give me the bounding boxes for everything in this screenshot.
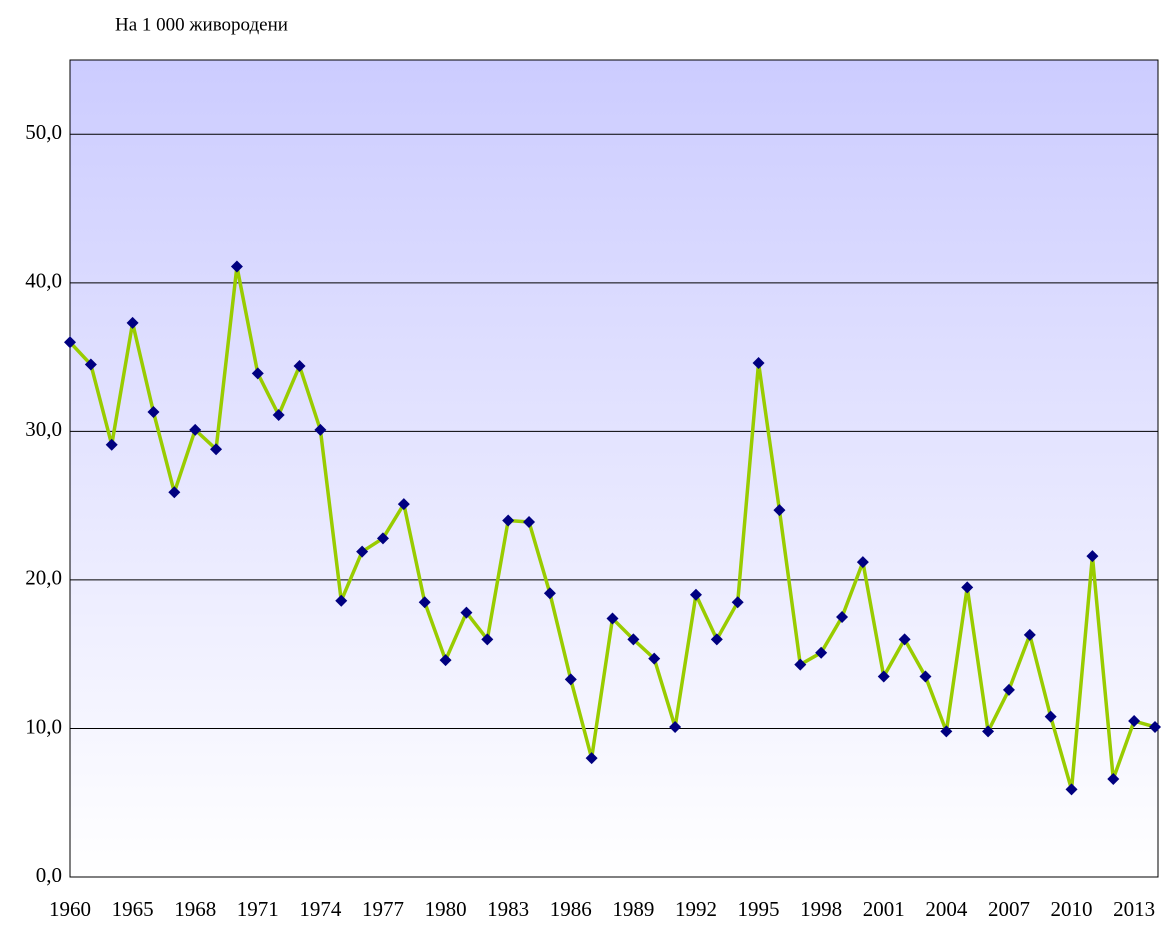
marker [210, 443, 223, 456]
marker [1128, 715, 1141, 728]
x-tick-label: 1980 [425, 897, 467, 921]
marker [543, 587, 556, 600]
x-tick-label: 2010 [1051, 897, 1093, 921]
x-tick-label: 1986 [550, 897, 592, 921]
x-tick-label: 1960 [49, 897, 91, 921]
marker [376, 532, 389, 545]
marker [585, 752, 598, 765]
y-tick-label: 50,0 [25, 120, 62, 144]
marker [1086, 550, 1099, 563]
marker [961, 581, 974, 594]
marker [1044, 710, 1057, 723]
marker [982, 725, 995, 738]
marker [502, 514, 515, 527]
marker [752, 357, 765, 370]
x-tick-label: 1977 [362, 897, 404, 921]
marker [523, 515, 536, 528]
marker [689, 588, 702, 601]
x-tick-label: 1971 [237, 897, 279, 921]
x-tick-label: 1968 [174, 897, 216, 921]
x-tick-label: 2007 [988, 897, 1030, 921]
x-tick-label: 1992 [675, 897, 717, 921]
marker [731, 596, 744, 609]
marker [272, 409, 285, 422]
y-tick-label: 10,0 [25, 714, 62, 738]
marker [397, 498, 410, 511]
marker [460, 606, 473, 619]
marker [606, 612, 619, 625]
marker [1149, 720, 1161, 733]
marker [856, 556, 869, 569]
marker [710, 633, 723, 646]
marker [356, 545, 369, 558]
axis-label: На 1 000 живородени [115, 14, 288, 35]
marker [168, 486, 181, 499]
y-tick-label: 0,0 [36, 863, 62, 887]
x-tick-label: 1998 [800, 897, 842, 921]
marker [940, 725, 953, 738]
x-tick-label: 2013 [1113, 897, 1155, 921]
y-tick-label: 40,0 [25, 269, 62, 293]
marker [314, 423, 327, 436]
marker [669, 720, 682, 733]
marker [335, 594, 348, 607]
plot-area [69, 59, 1159, 878]
marker [794, 658, 807, 671]
marker [439, 654, 452, 667]
marker [251, 367, 264, 380]
marker [1023, 628, 1036, 641]
marker [1065, 783, 1078, 796]
marker [84, 358, 97, 371]
x-tick-label: 1995 [738, 897, 780, 921]
x-tick-label: 1974 [299, 897, 342, 921]
marker [773, 504, 786, 517]
marker [564, 673, 577, 686]
x-tick-label: 2004 [925, 897, 968, 921]
marker [898, 633, 911, 646]
marker [627, 633, 640, 646]
y-tick-label: 30,0 [25, 417, 62, 441]
marker [147, 406, 160, 419]
marker [1107, 772, 1120, 785]
marker [836, 611, 849, 624]
marker [877, 670, 890, 683]
x-tick-label: 2001 [863, 897, 905, 921]
x-tick-label: 1983 [487, 897, 529, 921]
marker [1002, 683, 1015, 696]
marker [293, 360, 306, 373]
marker [418, 596, 431, 609]
marker [189, 423, 202, 436]
marker [64, 336, 76, 349]
marker [815, 646, 828, 659]
x-tick-label: 1989 [612, 897, 654, 921]
x-tick-label: 1965 [112, 897, 154, 921]
marker [481, 633, 494, 646]
marker [648, 652, 661, 665]
y-tick-label: 20,0 [25, 566, 62, 590]
marker [919, 670, 932, 683]
marker [105, 438, 118, 451]
marker [230, 260, 243, 273]
marker [126, 316, 139, 329]
